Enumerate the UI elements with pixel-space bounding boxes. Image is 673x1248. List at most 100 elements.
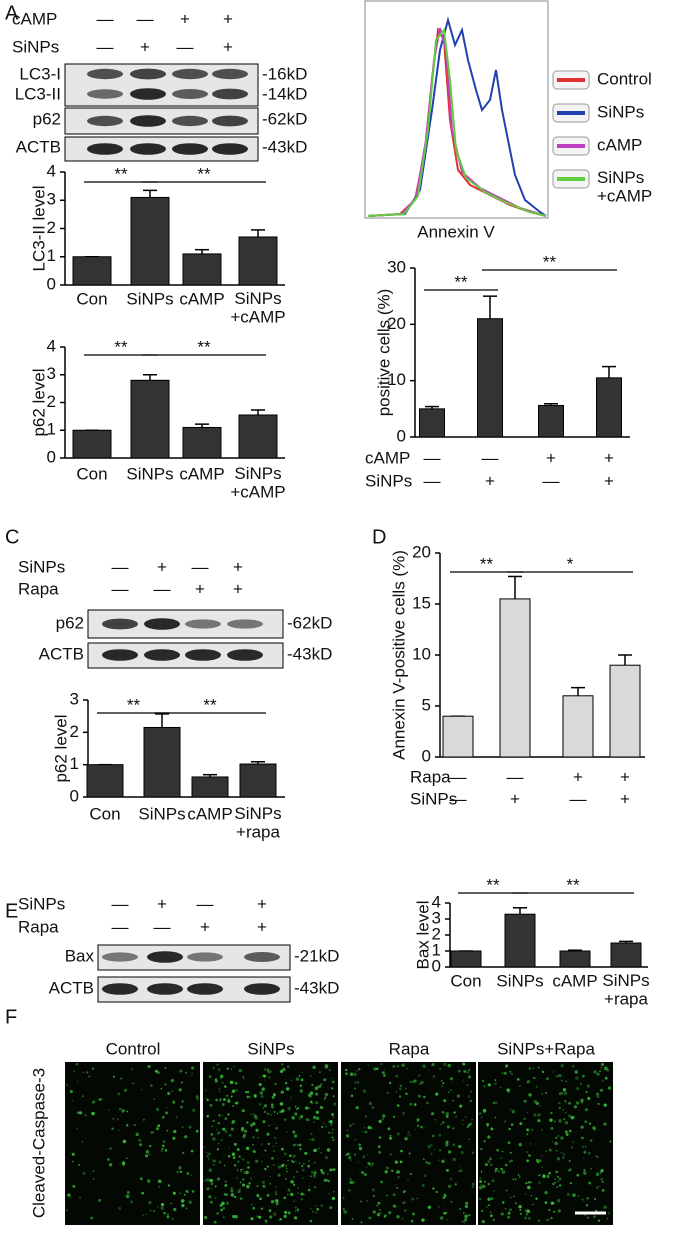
fluorescence-speck [69, 1196, 72, 1199]
significance-label: ** [566, 875, 580, 894]
fluorescence-speck [576, 1173, 580, 1177]
fluorescence-speck [299, 1147, 302, 1151]
fluorescence-speck [568, 1129, 572, 1133]
fluorescence-speck [345, 1134, 350, 1138]
fluorescence-speck [277, 1173, 281, 1177]
fluorescence-speck [532, 1067, 535, 1070]
fluorescence-speck [367, 1161, 371, 1166]
fluorescence-speck [423, 1158, 425, 1160]
fluorescence-speck [560, 1136, 564, 1140]
treatment-sign: — [197, 894, 214, 913]
fluorescence-speck [185, 1207, 188, 1210]
fluorescence-speck [313, 1148, 317, 1153]
fluorescence-speck [250, 1203, 253, 1206]
fluorescence-speck [195, 1129, 199, 1133]
fluorescence-speck [212, 1163, 215, 1167]
fluorescence-image [478, 1062, 613, 1225]
blot-size: -62kD [262, 109, 307, 128]
fluorescence-speck [494, 1082, 497, 1086]
fluorescence-speck [312, 1172, 317, 1177]
fluorescence-speck [494, 1101, 498, 1105]
fluorescence-speck [343, 1210, 347, 1214]
fluorescence-speck [145, 1149, 150, 1154]
fluorescence-speck [349, 1180, 354, 1185]
fluorescence-speck [482, 1184, 486, 1189]
fluorescence-speck [256, 1185, 259, 1188]
fluorescence-speck [565, 1080, 567, 1083]
fluorescence-speck [469, 1090, 473, 1093]
fluorescence-speck [320, 1169, 323, 1172]
fluorescence-speck [389, 1081, 392, 1085]
fluorescence-speck [158, 1185, 161, 1188]
fluorescence-speck [281, 1147, 284, 1151]
fluorescence-speck [378, 1150, 382, 1154]
fluorescence-speck [332, 1116, 335, 1119]
fluorescence-speck [490, 1197, 494, 1200]
y-tick-label: 4 [432, 892, 441, 911]
fluorescence-speck [178, 1088, 182, 1092]
fluorescence-speck [275, 1186, 277, 1188]
fluorescence-speck [323, 1078, 327, 1082]
treatment-sign: + [573, 767, 583, 786]
legend-label: SiNPs [597, 102, 644, 121]
fluorescence-speck [508, 1208, 512, 1212]
fluorescence-speck [399, 1087, 402, 1090]
fluorescence-speck [314, 1161, 317, 1164]
fluorescence-speck [603, 1205, 608, 1209]
blot-band [212, 115, 248, 127]
fluorescence-speck [309, 1219, 313, 1223]
fluorescence-speck [464, 1204, 469, 1209]
bar [182, 426, 222, 459]
fluorescence-speck [117, 1092, 121, 1096]
blot-band [102, 983, 138, 995]
fluorescence-speck [526, 1128, 529, 1131]
fluorescence-speck [285, 1164, 288, 1167]
fluorescence-speck [248, 1182, 251, 1185]
fluorescence-speck [567, 1114, 572, 1118]
fluorescence-speck [557, 1180, 560, 1183]
fluorescence-speck [354, 1081, 357, 1084]
fluorescence-speck [266, 1165, 269, 1168]
blot-size: -43kD [262, 137, 307, 156]
fluorescence-speck [247, 1166, 250, 1169]
fluorescence-speck [293, 1183, 296, 1186]
blot-band [147, 983, 183, 995]
fluorescence-speck [260, 1207, 264, 1210]
fluorescence-speck [585, 1146, 587, 1148]
y-axis-label: p62 level [51, 714, 70, 782]
bar [596, 377, 622, 438]
fluorescence-speck [333, 1198, 336, 1200]
fluorescence-speck [311, 1102, 313, 1105]
fluorescence-speck [410, 1219, 414, 1223]
fluorescence-speck [254, 1116, 259, 1120]
fluorescence-speck [125, 1194, 130, 1199]
fluorescence-speck [209, 1103, 213, 1107]
treatment-name: Rapa [18, 579, 59, 598]
fluorescence-speck [372, 1210, 376, 1214]
blot-label: ACTB [49, 978, 94, 997]
fluorescence-speck [181, 1126, 184, 1129]
image-column-label: Rapa [389, 1039, 430, 1058]
y-tick-label: 4 [47, 336, 56, 355]
fluorescence-speck [519, 1212, 522, 1215]
fluorescence-speck [509, 1196, 512, 1199]
fluorescence-speck [205, 1097, 207, 1099]
fluorescence-speck [536, 1086, 538, 1088]
fluorescence-speck [587, 1096, 591, 1100]
fluorescence-speck [538, 1159, 542, 1163]
fluorescence-speck [537, 1119, 541, 1123]
fluorescence-speck [266, 1112, 270, 1116]
fluorescence-speck [242, 1178, 245, 1181]
blot-band [87, 143, 123, 155]
fluorescence-speck [234, 1081, 238, 1085]
fluorescence-speck [541, 1155, 543, 1157]
fluorescence-speck [279, 1218, 282, 1221]
fluorescence-speck [526, 1080, 530, 1084]
fluorescence-speck [246, 1161, 250, 1164]
fluorescence-speck [594, 1197, 597, 1201]
fluorescence-speck [295, 1210, 297, 1212]
fluorescence-speck [490, 1127, 494, 1131]
fluorescence-speck [155, 1127, 160, 1131]
y-tick-label: 2 [432, 924, 441, 943]
fluorescence-speck [429, 1205, 431, 1208]
